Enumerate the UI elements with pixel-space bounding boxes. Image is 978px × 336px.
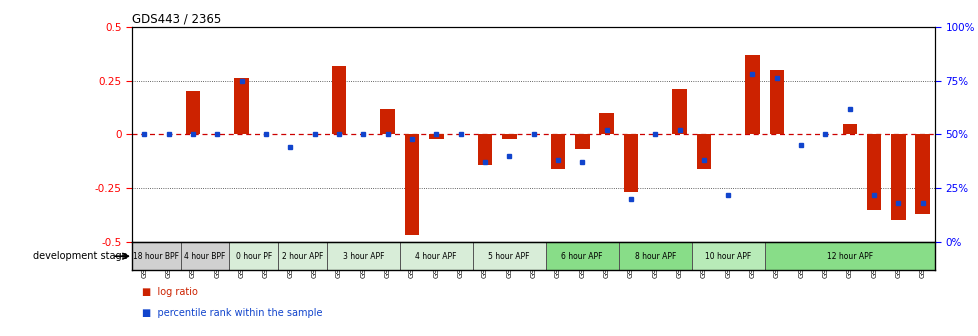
Bar (890, 134, 905, 220)
Bar (477, 134, 492, 165)
Bar (181, 242, 229, 270)
Text: 12 hour APF: 12 hour APF (825, 252, 872, 261)
Bar (229, 242, 278, 270)
Text: 8 hour APF: 8 hour APF (634, 252, 675, 261)
Text: 4 hour BPF: 4 hour BPF (184, 252, 226, 261)
Text: 5 hour APF: 5 hour APF (488, 252, 529, 261)
Bar (332, 66, 346, 134)
Bar (914, 134, 929, 214)
Text: ■  percentile rank within the sample: ■ percentile rank within the sample (142, 307, 322, 318)
Bar (695, 134, 710, 169)
Text: 2 hour APF: 2 hour APF (282, 252, 323, 261)
Bar (399, 242, 472, 270)
Bar (132, 242, 181, 270)
Bar (428, 134, 443, 139)
Text: 18 hour BPF: 18 hour BPF (133, 252, 179, 261)
Bar (550, 134, 564, 169)
Bar (186, 91, 200, 134)
Bar (278, 242, 327, 270)
Bar (599, 113, 613, 134)
Text: 3 hour APF: 3 hour APF (342, 252, 383, 261)
Text: 6 hour APF: 6 hour APF (561, 252, 602, 261)
Bar (379, 109, 394, 134)
Bar (842, 124, 856, 134)
Bar (574, 134, 589, 150)
Bar (472, 242, 545, 270)
Bar (764, 242, 934, 270)
Bar (234, 79, 248, 134)
Bar (691, 242, 764, 270)
Text: GDS443 / 2365: GDS443 / 2365 (132, 13, 221, 26)
Bar (866, 134, 880, 210)
Bar (404, 134, 419, 236)
Bar (618, 242, 691, 270)
Text: 0 hour PF: 0 hour PF (236, 252, 272, 261)
Bar (327, 242, 399, 270)
Bar (744, 55, 759, 134)
Bar (623, 134, 638, 193)
Bar (769, 70, 783, 134)
Text: development stage: development stage (32, 251, 127, 261)
Text: ■  log ratio: ■ log ratio (142, 287, 198, 297)
Bar (672, 89, 687, 134)
Text: 10 hour APF: 10 hour APF (704, 252, 750, 261)
Bar (545, 242, 618, 270)
Text: 4 hour APF: 4 hour APF (415, 252, 457, 261)
Bar (502, 134, 516, 139)
